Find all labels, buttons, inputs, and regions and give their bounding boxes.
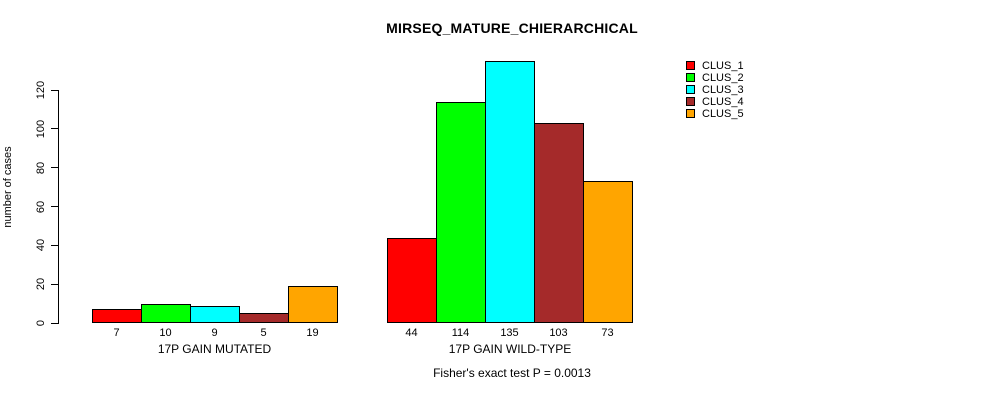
legend-label: CLUS_4 (702, 95, 744, 108)
y-axis-title: number of cases (2, 146, 14, 228)
legend-swatch-clus_4 (686, 97, 695, 106)
legend-swatch-clus_3 (686, 85, 695, 94)
y-tick (51, 89, 58, 91)
y-tick (51, 128, 58, 130)
legend-row: CLUS_5 (686, 107, 744, 120)
bar-value-label: 135 (500, 327, 519, 339)
y-tick-label: 100 (35, 119, 47, 139)
fisher-test-caption: Fisher's exact test P = 0.0013 (433, 366, 591, 380)
y-tick-label: 20 (35, 278, 47, 291)
bar-clus_4-group1 (534, 123, 584, 323)
y-tick-label: 80 (35, 161, 47, 174)
bar-clus_5-group0 (288, 286, 338, 323)
legend: CLUS_1 CLUS_2 CLUS_3 CLUS_4 CLUS_5 (686, 59, 744, 120)
bar-value-label: 19 (306, 327, 319, 339)
bar-clus_1-group0 (92, 309, 142, 323)
bar-clus_4-group0 (239, 313, 289, 323)
legend-row: CLUS_4 (686, 95, 744, 108)
bar-value-label: 7 (113, 327, 120, 339)
y-tick-label: 120 (35, 80, 47, 100)
y-axis-line (58, 90, 59, 324)
x-group-label-wild-type: 17P GAIN WILD-TYPE (448, 342, 572, 356)
bar-value-label: 44 (405, 327, 418, 339)
bar-value-label: 103 (549, 327, 568, 339)
y-tick (51, 206, 58, 207)
y-tick-label: 40 (35, 239, 47, 252)
bar-value-label: 5 (260, 327, 267, 339)
y-tick-label: 60 (35, 200, 47, 213)
y-tick (51, 322, 58, 324)
legend-label: CLUS_5 (702, 107, 744, 120)
legend-swatch-clus_1 (686, 61, 695, 70)
legend-row: CLUS_2 (686, 71, 744, 84)
bar-clus_1-group1 (387, 237, 437, 323)
y-tick-label: 0 (35, 319, 47, 327)
legend-swatch-clus_5 (686, 109, 695, 118)
bar-value-label: 73 (601, 327, 614, 339)
legend-label: CLUS_2 (702, 71, 744, 84)
legend-label: CLUS_3 (702, 83, 744, 96)
bar-clus_5-group1 (583, 181, 633, 323)
bar-value-label: 10 (159, 327, 172, 339)
legend-row: CLUS_1 (686, 59, 744, 72)
legend-label: CLUS_1 (702, 59, 744, 72)
legend-swatch-clus_2 (686, 73, 695, 82)
chart-title: MIRSEQ_MATURE_CHIERARCHICAL (386, 20, 638, 36)
bar-clus_2-group1 (436, 101, 486, 323)
bar-clus_3-group0 (190, 305, 240, 323)
bar-clus_3-group1 (485, 60, 535, 323)
y-tick (51, 167, 58, 169)
x-group-label-mutated: 17P GAIN MUTATED (157, 342, 272, 356)
y-tick (51, 244, 58, 246)
y-tick (51, 283, 58, 285)
bar-clus_2-group0 (141, 303, 191, 323)
bar-value-label: 9 (211, 327, 218, 339)
legend-row: CLUS_3 (686, 83, 744, 96)
bar-value-label: 114 (451, 327, 470, 339)
